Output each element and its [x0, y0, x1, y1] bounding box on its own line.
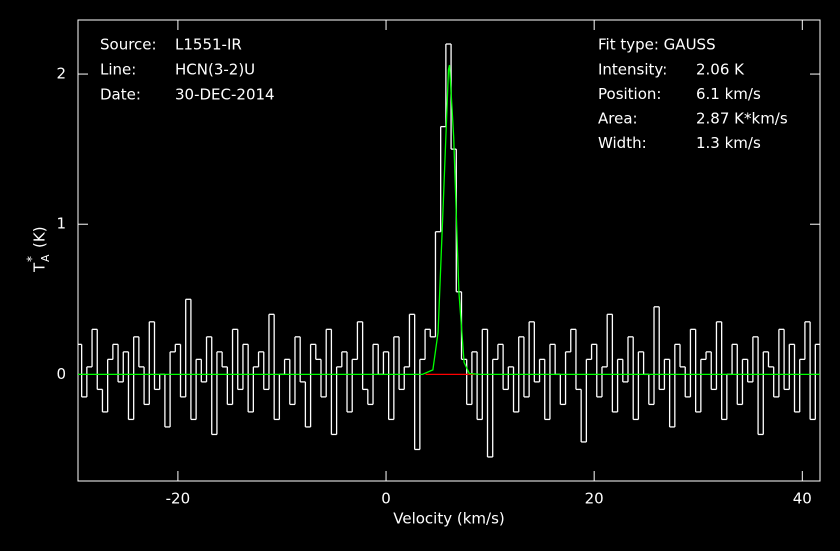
y-label-main: T [31, 262, 49, 273]
fit-label: Area: [598, 110, 638, 128]
y-tick-label: 2 [56, 65, 66, 83]
fit-value: 2.87 K*km/s [696, 110, 788, 128]
y-tick-label: 0 [56, 365, 66, 383]
fit-value: 1.3 km/s [696, 134, 761, 152]
info-label: Date: [100, 86, 141, 104]
fit-label: Width: [598, 134, 647, 152]
gaussian-fit [78, 64, 820, 376]
x-axis-label: Velocity (km/s) [393, 510, 504, 528]
fit-label: Position: [598, 85, 661, 103]
x-tick-label: 40 [793, 490, 812, 508]
info-value: 30-DEC-2014 [175, 86, 275, 104]
plot-frame [77, 19, 821, 482]
info-label: Line: [100, 61, 136, 79]
x-tick-label: -20 [166, 490, 191, 508]
y-axis-label: T A * (K) [25, 226, 53, 273]
info-label: Source: [100, 36, 157, 54]
fit-value: 2.06 K [696, 61, 745, 79]
x-tick-label: 20 [585, 490, 604, 508]
fit-type: Fit type: GAUSS [598, 36, 716, 54]
y-label-sub: A [39, 254, 52, 262]
y-tick-label: 1 [56, 215, 66, 233]
info-value: HCN(3-2)U [175, 61, 255, 79]
x-tick-label: 0 [381, 490, 391, 508]
info-value: L1551-IR [175, 36, 242, 54]
y-label-unit: (K) [31, 226, 49, 248]
fit-value: 6.1 km/s [696, 85, 761, 103]
y-label-sup: * [25, 256, 39, 262]
fit-label: Intensity: [598, 61, 667, 79]
